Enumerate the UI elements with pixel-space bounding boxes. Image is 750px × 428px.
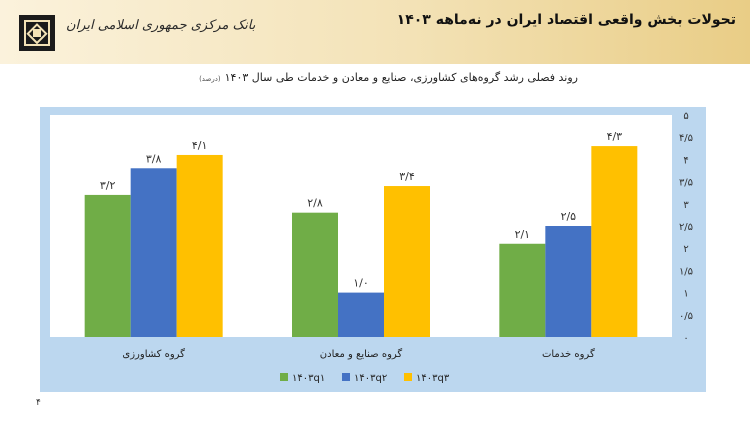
bar (591, 146, 638, 337)
legend-label: ۱۴۰۳q۱ (292, 373, 325, 384)
y-tick-label: ۵ (683, 111, 688, 122)
bar (545, 226, 592, 337)
legend-swatch (280, 373, 288, 381)
chart-subtitle: روند فصلی رشد گروه‌های کشاورزی، صنایع و … (199, 71, 578, 84)
chart-unit: (درصد) (199, 75, 221, 83)
data-label: ۳/۸ (146, 152, 162, 165)
bar (130, 168, 177, 337)
legend-swatch (404, 373, 412, 381)
growth-bar-chart: ۰ ۰/۵ ۱ ۱/۵ ۲ ۲/۵ ۳ ۳/۵ ۴ ۴/۵ ۵ ۳/۲ ۳/۸ ۴/۱ گروه کشاور… (50, 111, 693, 384)
y-tick-label: ۰ (683, 333, 688, 344)
bar (499, 243, 546, 337)
data-label: ۳/۲ (100, 179, 116, 192)
bar (338, 292, 384, 337)
central-bank-emblem-icon (19, 15, 55, 51)
data-label: ۲/۵ (561, 210, 577, 223)
page-number: ۴ (36, 398, 41, 408)
y-tick-label: ۱/۵ (679, 266, 693, 277)
bar (292, 212, 338, 337)
y-tick-label: ۲ (683, 244, 688, 255)
bank-name: بانک مرکزی جمهوری اسلامی ایران (66, 18, 256, 33)
x-category-label: گروه صنایع و معادن (320, 348, 403, 360)
legend-label: ۱۴۰۳q۳ (416, 373, 450, 384)
chart-title: روند فصلی رشد گروه‌های کشاورزی، صنایع و … (224, 71, 578, 84)
data-label: ۳/۴ (399, 170, 415, 183)
legend-swatch (342, 373, 350, 381)
bar (176, 154, 223, 337)
data-label: ۴/۱ (192, 139, 208, 152)
bar (84, 194, 131, 337)
page-title: تحولات بخش واقعی اقتصاد ایران در نه‌ماهه… (396, 12, 736, 28)
y-tick-label: ۰/۵ (679, 311, 693, 322)
data-label: ۱/۰ (353, 277, 369, 290)
data-label: ۲/۱ (515, 228, 531, 241)
y-tick-label: ۴/۵ (679, 133, 693, 144)
chart-panel: ۰ ۰/۵ ۱ ۱/۵ ۲ ۲/۵ ۳ ۳/۵ ۴ ۴/۵ ۵ ۳/۲ ۳/۸ ۴/۱ گروه کشاور… (40, 107, 706, 392)
y-tick-label: ۴ (683, 155, 688, 166)
x-category-label: گروه کشاورزی (122, 348, 185, 360)
y-tick-label: ۳/۵ (679, 178, 693, 189)
y-tick-label: ۱ (683, 289, 688, 300)
y-tick-label: ۳ (683, 200, 689, 211)
y-tick-label: ۲/۵ (679, 222, 693, 233)
bar (384, 186, 430, 337)
legend-label: ۱۴۰۳q۲ (354, 373, 387, 384)
page-header: بانک مرکزی جمهوری اسلامی ایران تحولات بخ… (0, 0, 750, 64)
data-label: ۴/۳ (607, 130, 623, 143)
x-category-label: گروه خدمات (542, 348, 595, 360)
data-label: ۲/۸ (307, 197, 323, 210)
